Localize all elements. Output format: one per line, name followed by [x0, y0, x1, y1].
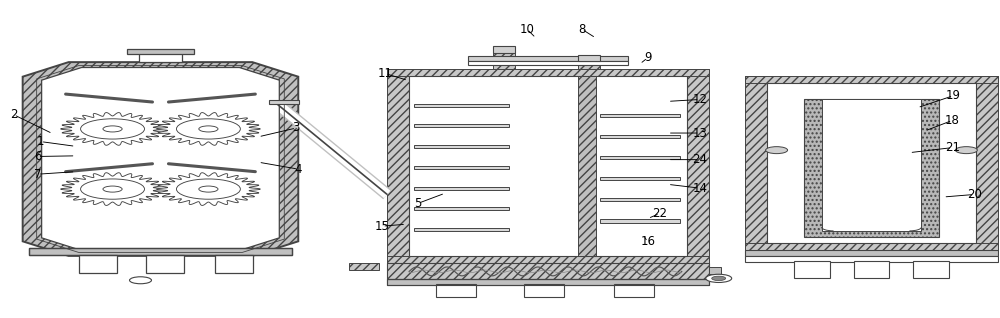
Bar: [414, 104, 509, 107]
Bar: [493, 46, 515, 53]
Bar: [127, 49, 194, 53]
Bar: [804, 99, 939, 237]
Bar: [709, 267, 721, 273]
Circle shape: [103, 126, 122, 132]
Bar: [387, 256, 709, 263]
Bar: [414, 145, 509, 148]
Polygon shape: [61, 173, 164, 205]
Bar: [767, 83, 976, 243]
Text: 18: 18: [945, 114, 960, 127]
Bar: [745, 76, 767, 250]
Bar: [468, 60, 628, 65]
Bar: [600, 219, 680, 223]
Bar: [146, 255, 184, 273]
Circle shape: [766, 147, 788, 154]
Bar: [215, 255, 253, 273]
Circle shape: [130, 277, 151, 284]
Polygon shape: [23, 62, 298, 256]
Bar: [745, 256, 998, 262]
Bar: [600, 135, 680, 138]
Bar: [578, 55, 600, 60]
Bar: [79, 255, 117, 273]
Text: 2: 2: [10, 108, 17, 121]
Bar: [349, 264, 379, 270]
Text: 14: 14: [692, 182, 707, 195]
Text: 11: 11: [378, 67, 393, 80]
Bar: [854, 261, 889, 278]
Text: 15: 15: [375, 220, 390, 233]
Bar: [409, 76, 687, 256]
Circle shape: [955, 147, 977, 154]
Circle shape: [706, 274, 732, 282]
Text: 22: 22: [652, 207, 667, 220]
Text: 19: 19: [946, 89, 961, 102]
Text: 21: 21: [945, 141, 960, 154]
Bar: [269, 100, 299, 104]
Bar: [745, 243, 998, 250]
Bar: [436, 284, 476, 297]
Bar: [600, 198, 680, 201]
Text: 6: 6: [34, 150, 41, 163]
Bar: [745, 250, 998, 256]
Bar: [387, 279, 709, 285]
Bar: [600, 114, 680, 117]
Bar: [414, 228, 509, 231]
Bar: [414, 166, 509, 169]
Text: 10: 10: [520, 23, 534, 36]
Bar: [976, 76, 998, 250]
Bar: [600, 177, 680, 180]
Bar: [387, 69, 409, 263]
Text: 24: 24: [692, 153, 707, 166]
Polygon shape: [157, 113, 260, 145]
Bar: [387, 263, 709, 279]
Circle shape: [712, 276, 726, 280]
Text: 3: 3: [293, 121, 300, 135]
Bar: [578, 76, 596, 256]
Circle shape: [103, 186, 122, 192]
Text: 13: 13: [692, 127, 707, 140]
Bar: [913, 261, 949, 278]
Bar: [687, 69, 709, 263]
Text: 1: 1: [37, 135, 44, 148]
Circle shape: [81, 119, 144, 139]
Text: 7: 7: [34, 168, 41, 181]
Circle shape: [199, 126, 218, 132]
Bar: [387, 69, 709, 76]
Bar: [794, 261, 830, 278]
Bar: [29, 248, 292, 255]
Text: 20: 20: [967, 188, 982, 201]
Bar: [387, 279, 709, 285]
Text: 4: 4: [295, 162, 302, 176]
Polygon shape: [61, 113, 164, 145]
Circle shape: [176, 179, 240, 199]
Polygon shape: [157, 173, 260, 205]
Text: 16: 16: [640, 235, 655, 248]
Bar: [614, 284, 654, 297]
Bar: [745, 76, 998, 83]
Circle shape: [81, 179, 144, 199]
Polygon shape: [42, 67, 279, 251]
Text: 8: 8: [578, 23, 586, 36]
Text: 12: 12: [692, 93, 707, 106]
Text: 5: 5: [414, 197, 422, 210]
Circle shape: [199, 186, 218, 192]
Bar: [414, 124, 509, 127]
Bar: [600, 156, 680, 159]
Bar: [524, 284, 564, 297]
Bar: [578, 57, 600, 69]
Bar: [139, 52, 182, 62]
Bar: [822, 99, 921, 231]
Bar: [414, 187, 509, 190]
Bar: [414, 207, 509, 210]
Bar: [29, 248, 292, 255]
Bar: [387, 263, 709, 279]
Text: 9: 9: [644, 51, 652, 64]
Bar: [493, 48, 515, 69]
Circle shape: [176, 119, 240, 139]
Bar: [468, 56, 628, 60]
